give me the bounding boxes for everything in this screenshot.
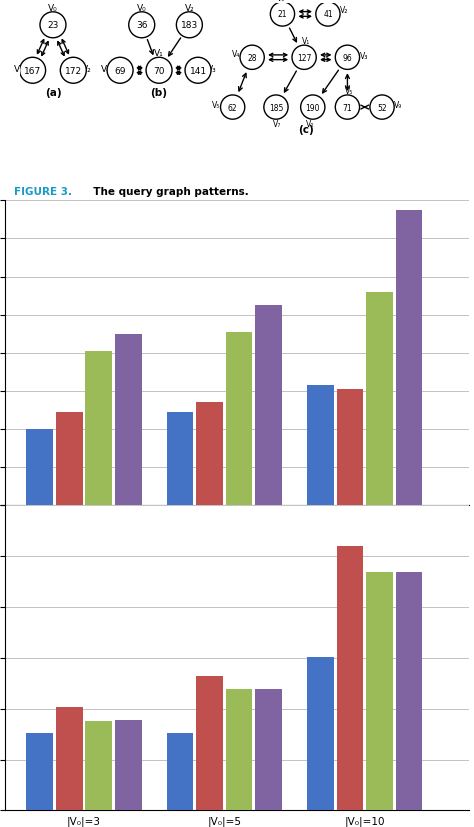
Circle shape xyxy=(316,2,340,27)
Bar xyxy=(56,413,82,506)
Bar xyxy=(56,707,82,810)
Bar xyxy=(255,690,282,810)
Circle shape xyxy=(146,58,172,84)
Text: 62: 62 xyxy=(228,103,237,112)
Circle shape xyxy=(301,96,325,120)
Circle shape xyxy=(240,46,264,70)
Text: V₄: V₄ xyxy=(101,65,111,74)
Text: V₀: V₀ xyxy=(137,4,146,13)
Bar xyxy=(307,657,334,810)
Circle shape xyxy=(335,46,360,70)
Text: 190: 190 xyxy=(306,103,320,112)
Circle shape xyxy=(335,96,360,120)
Text: The query graph patterns.: The query graph patterns. xyxy=(86,187,249,197)
Bar xyxy=(226,690,253,810)
Text: V₀: V₀ xyxy=(48,4,58,13)
Text: V₀: V₀ xyxy=(306,120,315,129)
Text: 23: 23 xyxy=(47,22,59,31)
Circle shape xyxy=(185,58,211,84)
Text: V₅: V₅ xyxy=(345,87,353,96)
Circle shape xyxy=(370,96,394,120)
Text: V₄: V₄ xyxy=(232,50,240,60)
Circle shape xyxy=(60,58,86,84)
Text: 167: 167 xyxy=(24,67,41,75)
Bar xyxy=(27,429,53,506)
Text: 70: 70 xyxy=(153,67,165,75)
Bar xyxy=(366,573,393,810)
Bar xyxy=(196,403,223,506)
Text: V₂: V₂ xyxy=(82,65,92,74)
Text: 172: 172 xyxy=(65,67,82,75)
Text: V₂: V₂ xyxy=(340,6,348,15)
Text: V₃: V₃ xyxy=(207,65,217,74)
Text: (a): (a) xyxy=(228,548,246,558)
Bar xyxy=(337,547,363,810)
Circle shape xyxy=(176,12,202,39)
Text: V₀: V₀ xyxy=(277,0,286,3)
Text: (b): (b) xyxy=(151,88,167,98)
Bar xyxy=(396,211,422,506)
Text: V₅: V₅ xyxy=(212,101,220,110)
Text: 69: 69 xyxy=(114,67,126,75)
Text: 96: 96 xyxy=(343,54,352,63)
Bar xyxy=(27,733,53,810)
Bar xyxy=(396,573,422,810)
Bar xyxy=(226,332,253,506)
Circle shape xyxy=(292,46,316,70)
Text: V₉: V₉ xyxy=(394,101,402,110)
Circle shape xyxy=(264,96,288,120)
Text: 185: 185 xyxy=(269,103,283,112)
Bar xyxy=(366,293,393,506)
Bar xyxy=(115,720,142,810)
Bar xyxy=(115,334,142,506)
Text: 52: 52 xyxy=(377,103,387,112)
Text: V₁: V₁ xyxy=(154,50,164,59)
Text: V₃: V₃ xyxy=(360,51,368,60)
Bar xyxy=(85,351,112,506)
Text: 21: 21 xyxy=(278,11,287,20)
Text: 127: 127 xyxy=(297,54,311,63)
Text: (a): (a) xyxy=(45,88,61,98)
Circle shape xyxy=(40,12,66,39)
Bar xyxy=(85,721,112,810)
Circle shape xyxy=(270,2,295,27)
Text: V₂: V₂ xyxy=(184,4,194,13)
Bar xyxy=(255,305,282,506)
Text: V₁: V₁ xyxy=(14,65,24,74)
Text: 71: 71 xyxy=(343,103,352,112)
Circle shape xyxy=(19,58,46,84)
Text: 183: 183 xyxy=(181,22,198,31)
Text: 41: 41 xyxy=(323,11,333,20)
Text: V₇: V₇ xyxy=(273,120,282,129)
Bar xyxy=(167,413,193,506)
Bar xyxy=(167,733,193,810)
Text: (c): (c) xyxy=(299,125,314,135)
Circle shape xyxy=(107,58,133,84)
Bar xyxy=(196,676,223,810)
Text: 28: 28 xyxy=(247,54,257,63)
Text: 141: 141 xyxy=(190,67,207,75)
Circle shape xyxy=(129,12,155,39)
Circle shape xyxy=(220,96,245,120)
Text: FIGURE 3.: FIGURE 3. xyxy=(14,187,72,197)
Bar xyxy=(337,390,363,506)
Text: 36: 36 xyxy=(136,22,147,31)
Text: V₁: V₁ xyxy=(302,37,310,46)
Bar xyxy=(307,385,334,506)
